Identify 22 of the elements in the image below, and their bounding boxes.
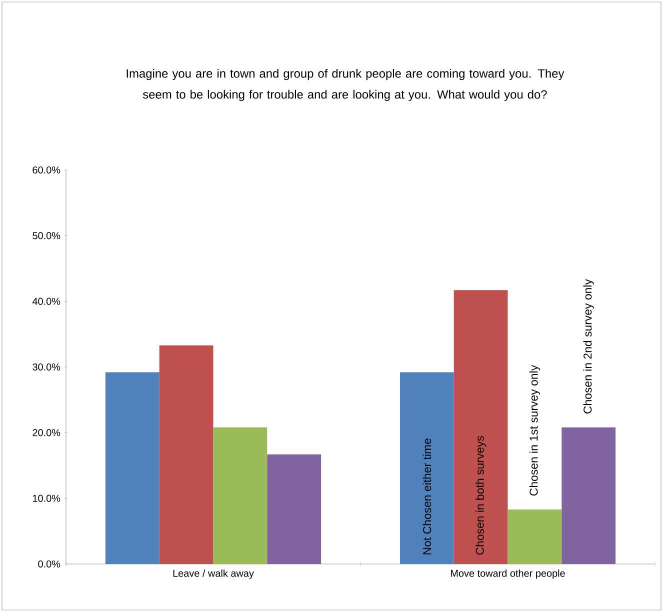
y-tick-label: 10.0% <box>33 494 60 502</box>
bar <box>508 509 562 564</box>
bar <box>267 454 322 564</box>
y-tick-label: 60.0% <box>32 166 60 174</box>
bar <box>454 290 508 564</box>
y-tick-label: 0.0% <box>38 560 60 568</box>
text: Chosen in 2nd survey only <box>583 279 594 414</box>
x-tick-label: Move toward other people <box>450 570 565 579</box>
bar <box>105 372 160 564</box>
bar <box>400 372 454 564</box>
y-tick-label: 40.0% <box>32 298 60 305</box>
text: Chosen in 1st survey only <box>529 364 540 496</box>
x-tick-label: Leave / walk away <box>173 570 254 579</box>
bar <box>213 427 268 564</box>
y-tick-label: 30.0% <box>32 363 60 371</box>
series-label: Not Chosen either time <box>422 438 432 554</box>
series-label: Chosen in both surveys <box>475 436 486 555</box>
chart-title: Imagine you are in town and group of drunk people are coming toward you. They seem to be looking for trouble and are looking at you. What would you do? <box>126 68 564 102</box>
y-tick-label: 20.0% <box>32 429 60 436</box>
bar <box>159 345 214 564</box>
bar <box>562 427 616 564</box>
y-tick-label: 50.0% <box>32 232 60 240</box>
